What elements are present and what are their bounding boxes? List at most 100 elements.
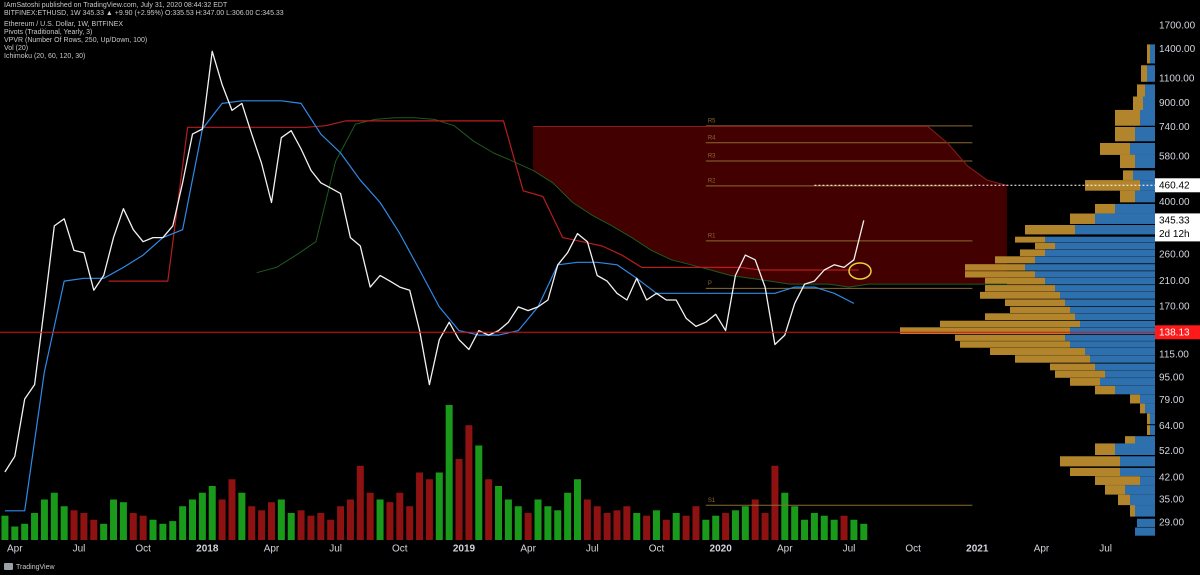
vpvr-down [1130, 394, 1140, 404]
vpvr-down [1105, 485, 1125, 495]
vpvr-down [985, 277, 1045, 285]
volume-bar [258, 510, 266, 540]
y-tick-label: 29.00 [1159, 517, 1184, 528]
vpvr-up [1055, 242, 1155, 250]
price-label: 138.13 [1159, 327, 1190, 338]
volume-bar [376, 499, 384, 540]
vpvr-up [1025, 264, 1155, 271]
volume-bar [267, 502, 275, 540]
vpvr-down [1015, 236, 1045, 243]
vpvr-up [1135, 436, 1155, 445]
pivot-label: S1 [708, 498, 716, 504]
vpvr-down [1115, 126, 1135, 142]
volume-bar [613, 510, 621, 540]
vpvr-up [1090, 355, 1155, 363]
vpvr-down [1095, 476, 1140, 485]
x-tick-label: 2021 [966, 544, 989, 555]
volume-bar [692, 506, 700, 540]
vpvr-up [1035, 256, 1155, 264]
vpvr-down [1115, 109, 1140, 126]
pivot-label: R4 [708, 135, 716, 141]
vpvr-up [1065, 299, 1155, 307]
y-tick-label: 1700.00 [1159, 20, 1196, 31]
x-tick-label: Jul [329, 544, 342, 555]
branding: TradingView [4, 563, 55, 571]
volume-bar [801, 519, 809, 540]
volume-bar [366, 492, 374, 540]
volume-bar [544, 506, 552, 540]
volume-bar [633, 513, 641, 540]
vpvr-up [1075, 224, 1155, 235]
volume-bar [70, 510, 78, 540]
volume-bar [495, 486, 503, 540]
vpvr-up [1095, 213, 1155, 224]
y-tick-label: 900.00 [1159, 98, 1190, 109]
vpvr-down [990, 348, 1085, 355]
volume-bar [465, 425, 473, 540]
volume-bar [425, 479, 433, 540]
volume-bar [110, 499, 118, 540]
vpvr-up [1095, 363, 1155, 371]
volume-bar [139, 515, 147, 540]
x-tick-label: Jul [843, 544, 856, 555]
vpvr-down [1137, 84, 1145, 97]
volume-bar [307, 515, 315, 540]
vpvr-down [1060, 456, 1120, 467]
vpvr-down [1100, 142, 1130, 155]
volume-bar [514, 506, 522, 540]
series-line [108, 120, 859, 282]
countdown-label: 2d 12h [1159, 229, 1190, 240]
last-price-box [1155, 213, 1200, 242]
pivot-label: R3 [708, 154, 716, 160]
volume-bar [445, 405, 453, 540]
vpvr-up [1130, 494, 1155, 506]
pivot-label: R1 [708, 233, 716, 239]
volume-bar [830, 519, 838, 540]
vpvr-down [965, 264, 1025, 271]
volume-bar [761, 513, 769, 540]
volume-bar [149, 519, 157, 540]
vpvr-down [1125, 436, 1135, 445]
y-tick-label: 79.00 [1159, 395, 1184, 406]
x-tick-label: Oct [135, 544, 151, 555]
y-tick-label: 42.00 [1159, 472, 1184, 483]
vpvr-up [1130, 142, 1155, 155]
vpvr-down [1070, 213, 1095, 224]
vpvr-down [1147, 44, 1150, 64]
vpvr-down [995, 256, 1035, 264]
volume-bar [1, 515, 9, 540]
volume-bar [662, 519, 670, 540]
volume-bar [771, 465, 779, 540]
vpvr-up [1045, 277, 1155, 285]
volume-bar [485, 479, 493, 540]
vpvr-down [1130, 505, 1135, 517]
vpvr-up [1145, 84, 1155, 97]
pivot-label: R2 [708, 179, 716, 185]
vpvr-up [1075, 313, 1155, 320]
vpvr-down [960, 341, 1070, 348]
volume-bar [287, 513, 295, 540]
volume-bar [169, 521, 177, 540]
volume-bar [189, 499, 196, 540]
vpvr-down [1118, 494, 1130, 506]
volume-bar [327, 519, 335, 540]
vpvr-up [1125, 485, 1155, 495]
y-tick-label: 210.00 [1159, 276, 1190, 287]
indicator-label: Vol (20) [4, 45, 28, 52]
vpvr-up [1150, 413, 1155, 425]
volume-bar [534, 499, 542, 540]
volume-bar [435, 472, 443, 540]
x-tick-label: Jul [1099, 544, 1112, 555]
x-tick-label: 2018 [196, 544, 219, 555]
volume-bar [781, 492, 789, 540]
volume-bar [652, 510, 660, 540]
vpvr-up [1045, 236, 1155, 243]
volume-bar [702, 519, 710, 540]
volume-bar [238, 492, 246, 540]
vpvr-down [940, 320, 1080, 327]
volume-bar [603, 513, 611, 540]
y-tick-label: 1100.00 [1159, 74, 1195, 85]
vpvr-up [1055, 285, 1155, 292]
volume-bar [80, 513, 88, 540]
